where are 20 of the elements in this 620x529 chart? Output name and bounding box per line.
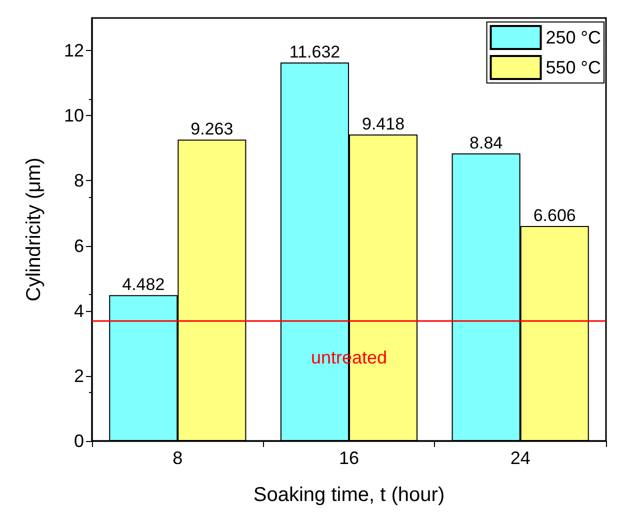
legend-label: 550 °C — [546, 58, 602, 78]
y-tick-label: 4 — [74, 300, 84, 321]
y-tick-label: 10 — [64, 106, 84, 126]
legend-label: 250 °C — [546, 28, 602, 48]
y-tick-label: 6 — [74, 236, 84, 256]
data-label: 9.263 — [190, 120, 234, 139]
x-tick-label: 16 — [338, 448, 360, 468]
y-axis-title: Cylindricity (μm) — [23, 158, 45, 302]
x-tick-label: 24 — [510, 448, 530, 468]
y-tick-label: 12 — [64, 40, 84, 61]
x-tick-label: 8 — [172, 448, 183, 468]
y-tick-label: 0 — [74, 431, 84, 451]
y-tick-label: 2 — [74, 366, 84, 386]
data-label: 11.632 — [289, 42, 340, 62]
data-label: 4.482 — [122, 275, 165, 294]
data-label: 8.84 — [470, 133, 503, 152]
data-label: 9.418 — [362, 114, 405, 134]
x-axis-title: Soaking time, t (hour) — [253, 484, 445, 506]
y-tick-label: 8 — [74, 170, 84, 191]
data-label: 6.606 — [533, 206, 576, 226]
